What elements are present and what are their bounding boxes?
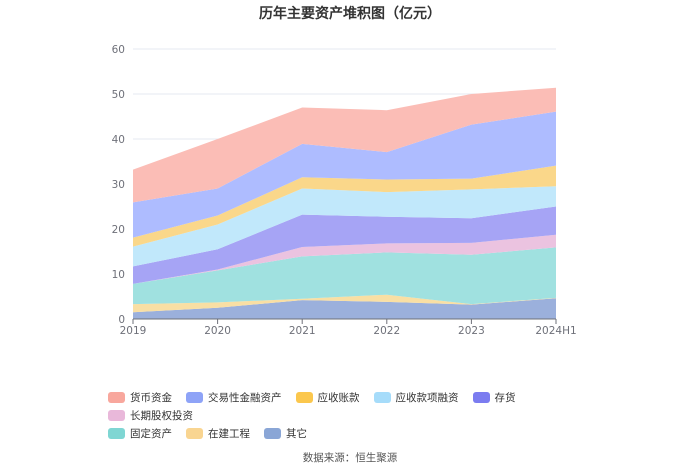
legend: 货币资金 交易性金融资产 应收账款 应收款项融资 存货长期股权投资 固定资产 在建工程 其它 [108,388,608,442]
area-应收账款[interactable] [133,165,556,247]
area-交易性金融资产[interactable] [133,111,556,238]
x-tick-label: 2024H1 [535,325,576,337]
x-tick-label: 2022 [373,325,400,337]
legend-label: 存货 [494,391,516,404]
legend-swatch-icon [186,427,203,439]
legend-item[interactable]: 交易性金融资产 [186,388,282,406]
y-tick-label: 30 [112,179,125,191]
axes: 0 10 20 30 40 50 60 2019 2020 2021 2022 2023 2024H1 [112,44,577,337]
legend-item[interactable]: 在建工程 [186,424,250,442]
legend-item[interactable]: 货币资金 [108,388,172,406]
legend-label: 长期股权投资 [130,409,193,422]
legend-label: 其它 [286,427,307,440]
legend-row-2: 固定资产 在建工程 其它 [108,424,608,442]
legend-label: 应收款项融资 [395,391,459,404]
area-series [133,87,556,319]
x-tick-label: 2023 [458,325,485,337]
y-tick-label: 40 [112,134,125,146]
legend-swatch-icon [108,409,125,421]
area-在建工程[interactable] [133,294,556,313]
chart-title: 历年主要资产堆积图（亿元） [259,6,441,22]
y-tick-label: 60 [112,44,125,56]
legend-item[interactable]: 应收款项融资 [373,388,459,406]
x-tick-label: 2020 [204,325,231,337]
legend-item[interactable]: 长期股权投资 [108,406,193,424]
legend-swatch-icon [108,427,125,439]
y-tick-label: 50 [112,89,125,101]
legend-swatch-icon [108,391,125,403]
x-tick-label: 2019 [120,325,147,337]
area-应收款项融资[interactable] [133,186,556,267]
area-存货[interactable] [133,206,556,284]
data-source: 数据来源：恒生聚源 [302,452,398,464]
legend-row-1: 货币资金 交易性金融资产 应收账款 应收款项融资 存货长期股权投资 [108,388,608,424]
legend-swatch-icon [472,391,490,403]
legend-swatch-icon [264,427,281,439]
legend-label: 固定资产 [130,427,172,440]
legend-label: 在建工程 [208,427,250,440]
legend-item[interactable]: 存货 [472,388,516,406]
area-货币资金[interactable] [133,87,556,203]
area-固定资产[interactable] [133,247,556,305]
legend-item[interactable]: 固定资产 [108,424,172,442]
legend-label: 交易性金融资产 [208,391,282,404]
y-tick-label: 0 [118,314,125,326]
legend-swatch-icon [373,391,391,403]
legend-label: 货币资金 [130,391,172,404]
area-其它[interactable] [133,298,556,319]
y-tick-label: 20 [112,224,125,236]
x-tick-label: 2021 [289,325,316,337]
legend-swatch-icon [295,391,313,403]
y-tick-label: 10 [112,269,125,281]
area-长期股权投资[interactable] [133,234,556,284]
legend-item[interactable]: 应收账款 [295,388,360,406]
legend-label: 应收账款 [317,391,360,404]
legend-item[interactable]: 其它 [264,424,307,442]
legend-swatch-icon [186,391,203,403]
